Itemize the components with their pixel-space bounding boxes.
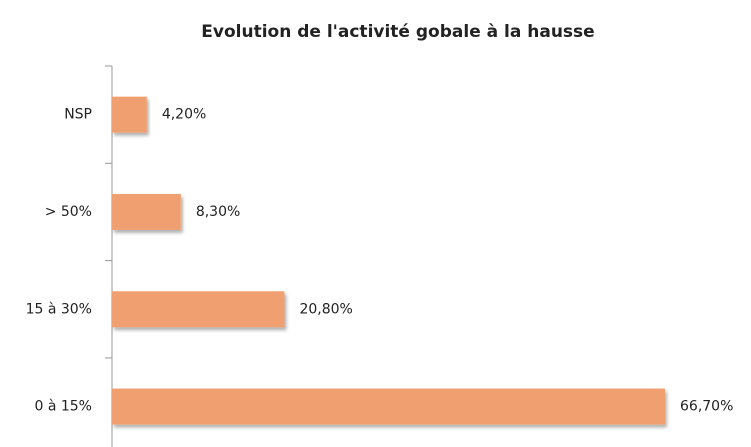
bar — [112, 388, 665, 425]
y-tick-label: NSP — [64, 107, 92, 123]
y-tick-label: > 50% — [45, 204, 92, 220]
value-label: 8,30% — [196, 204, 240, 220]
y-tick-label: 15 à 30% — [26, 301, 92, 317]
bar — [112, 291, 285, 328]
bar — [112, 193, 181, 230]
value-label: 66,70% — [680, 399, 733, 415]
bar — [112, 96, 147, 133]
y-tick-label: 0 à 15% — [34, 399, 92, 415]
chart-title: Evolution de l'activité gobale à la haus… — [201, 22, 594, 42]
value-label: 4,20% — [162, 107, 206, 123]
value-label: 20,80% — [299, 301, 352, 317]
